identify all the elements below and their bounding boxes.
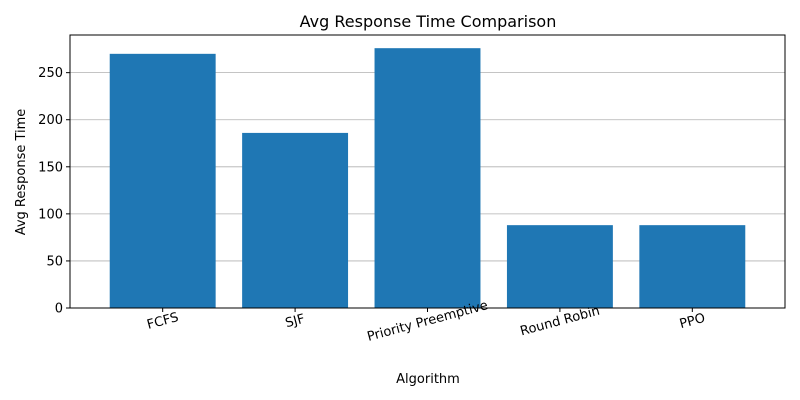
y-tick-label: 200	[38, 113, 63, 128]
chart-title: Avg Response Time Comparison	[300, 12, 557, 31]
bars	[109, 48, 746, 308]
y-axis-label: Avg Response Time	[14, 109, 29, 236]
y-tick-label: 0	[55, 302, 63, 317]
x-tick-label: SJF	[284, 312, 307, 332]
bar-3	[506, 225, 613, 308]
y-tick-label: 250	[38, 66, 63, 81]
y-tick-label: 50	[46, 254, 63, 269]
bar-4	[639, 225, 746, 308]
bar-0	[109, 53, 216, 308]
y-tick-label: 150	[38, 160, 63, 175]
y-tick-label: 100	[38, 207, 63, 222]
x-tick-label: PPO	[678, 311, 707, 332]
y-axis-ticks: 0 50 100 150 200 250	[38, 66, 70, 317]
bar-1	[242, 132, 349, 308]
bar-2	[374, 48, 481, 308]
x-axis-label: Algorithm	[396, 372, 460, 387]
